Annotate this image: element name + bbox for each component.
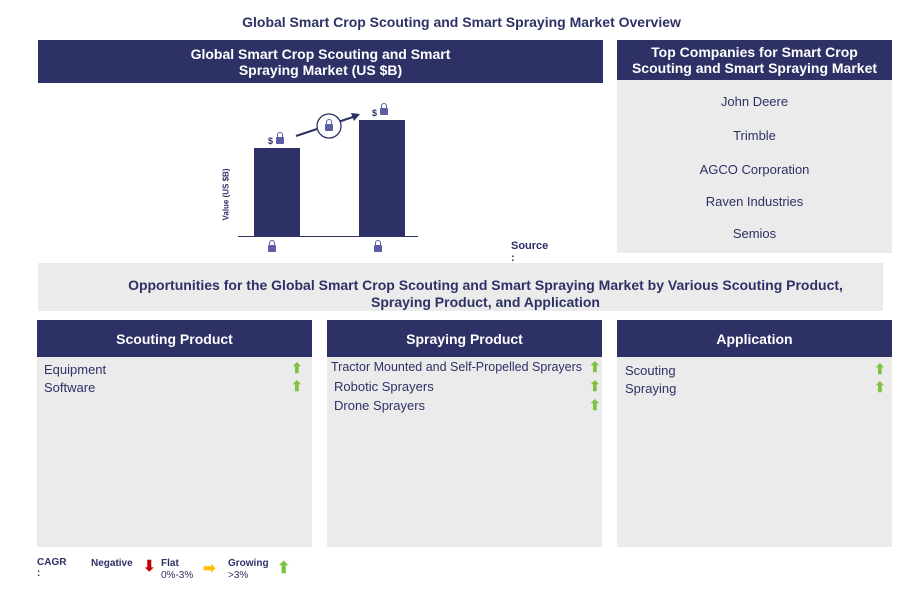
company-item: Semios: [732, 226, 777, 241]
opportunities-banner: Opportunities for the Global Smart Crop …: [38, 263, 883, 311]
growing-arrow-icon: ⬆: [589, 378, 601, 394]
lock-icon: [325, 119, 333, 131]
legend-growing-range: >3%: [228, 570, 249, 581]
growing-arrow-icon: ⬆: [291, 378, 303, 394]
growing-arrow-icon: ⬆: [589, 359, 601, 375]
company-item: Raven Industries: [705, 194, 804, 209]
legend-negative: Negative: [91, 558, 133, 569]
legend-growing: Growing: [228, 558, 269, 569]
company-item: Trimble: [733, 128, 776, 143]
list-item: Scouting: [625, 363, 676, 378]
flat-arrow-icon: ➡: [203, 560, 216, 577]
lock-icon: [380, 103, 388, 115]
growth-arrow-icon: [295, 113, 360, 139]
bar-1: [254, 148, 300, 236]
list-item: Robotic Sprayers: [334, 379, 434, 394]
page-title: Global Smart Crop Scouting and Smart Spr…: [242, 14, 681, 30]
companies-list: John Deere Trimble AGCO Corporation Rave…: [617, 80, 892, 253]
companies-header: Top Companies for Smart Crop Scouting an…: [617, 40, 892, 80]
list-item: Tractor Mounted and Self-Propelled Spray…: [331, 360, 583, 374]
bar-1-value-label: $: [268, 136, 274, 146]
company-item: AGCO Corporation: [699, 162, 810, 177]
opportunities-line2: Spraying Product, and Application: [371, 294, 600, 310]
growing-arrow-icon: ⬆: [291, 360, 303, 376]
list-item: Drone Sprayers: [334, 398, 426, 413]
legend-flat-range: 0%-3%: [161, 570, 194, 581]
x-axis: [238, 236, 418, 237]
bar-2: [359, 120, 405, 236]
lock-icon: [374, 240, 382, 252]
opportunities-line1: Opportunities for the Global Smart Crop …: [128, 277, 843, 293]
column-header: Application: [617, 320, 892, 357]
growing-arrow-icon: ⬆: [874, 361, 886, 377]
growing-arrow-icon: ⬆: [589, 397, 601, 413]
companies-title-line2: Scouting and Smart Spraying Market: [631, 60, 878, 76]
column-scouting-product: Scouting Product Equipment ⬆ Software ⬆: [37, 320, 312, 547]
chart-panel-header: Global Smart Crop Scouting and Smart Spr…: [38, 40, 603, 83]
growing-arrow-icon: ⬆: [874, 379, 886, 395]
legend-flat: Flat: [161, 558, 179, 569]
column-spraying-product: Spraying Product Tractor Mounted and Sel…: [327, 320, 602, 547]
chart-title-line1: Global Smart Crop Scouting and Smart: [190, 45, 451, 62]
lock-icon: [276, 132, 284, 144]
legend-label: CAGR :: [37, 557, 67, 579]
company-item: John Deere: [720, 94, 789, 109]
list-item: Spraying: [625, 381, 677, 396]
list-item: Software: [44, 380, 96, 395]
column-header: Spraying Product: [327, 320, 602, 357]
column-application: Application Scouting ⬆ Spraying ⬆: [617, 320, 892, 547]
growing-arrow-icon: ⬆: [277, 560, 291, 577]
negative-arrow-icon: ⬇: [143, 558, 156, 575]
lock-icon: [268, 240, 276, 252]
column-header: Scouting Product: [37, 320, 312, 357]
list-item: Equipment: [44, 362, 107, 377]
bar-2-value-label: $: [372, 108, 378, 118]
companies-title-line1: Top Companies for Smart Crop: [651, 44, 858, 60]
y-axis-label: Value (US $B): [221, 168, 231, 221]
chart-title-line2: Spraying Market (US $B): [238, 61, 403, 78]
